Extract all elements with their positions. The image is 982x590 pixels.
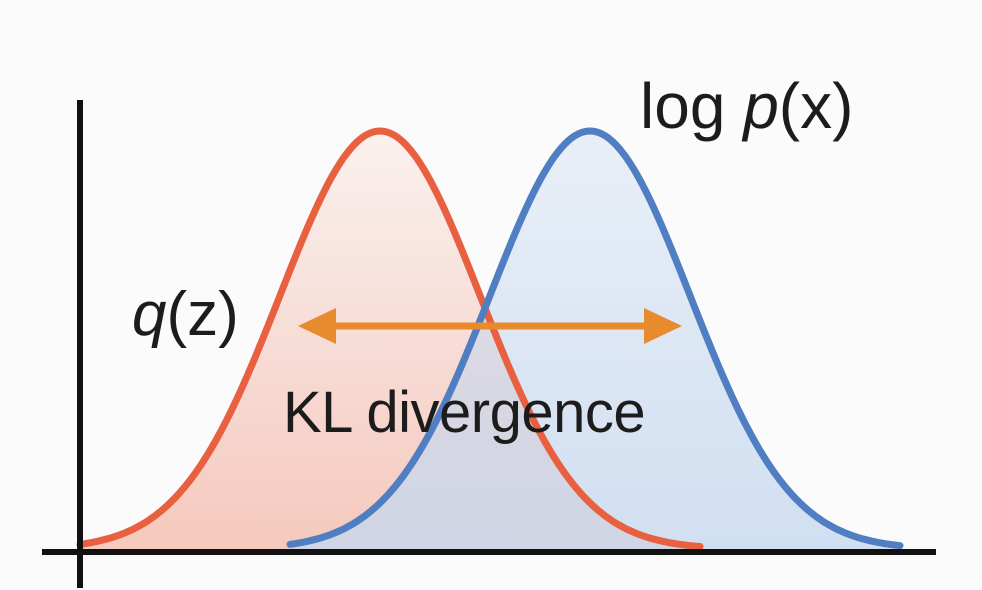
double-arrow-icon (298, 308, 682, 344)
q-distribution-curve (76, 127, 704, 550)
p-distribution-fill (290, 131, 900, 549)
p-distribution-label: log p(x) (640, 70, 854, 142)
kl-divergence-label: KL divergence (283, 380, 646, 445)
p-distribution-curve (286, 127, 904, 550)
q-distribution-label: q(z) (132, 280, 239, 349)
